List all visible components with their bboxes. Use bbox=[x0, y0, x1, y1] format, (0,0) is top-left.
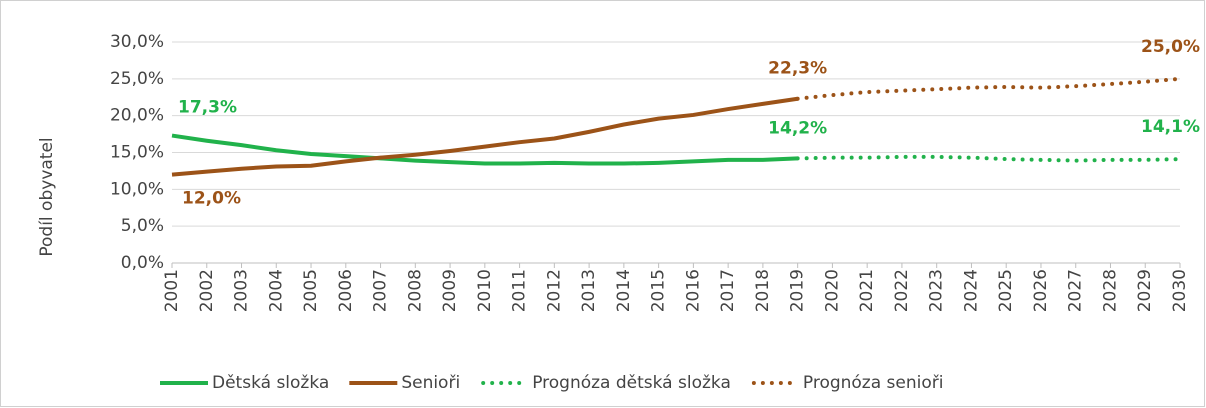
x-tick-label: 2008 bbox=[405, 269, 425, 312]
x-tick-label: 2022 bbox=[892, 269, 912, 312]
x-tick-label: 2017 bbox=[718, 269, 738, 312]
y-tick-label: 30,0% bbox=[110, 32, 164, 52]
y-tick-label: 25,0% bbox=[110, 69, 164, 89]
data-label: 25,0% bbox=[1141, 37, 1200, 57]
legend-label: Dětská složka bbox=[212, 373, 329, 393]
x-tick-label: 2004 bbox=[266, 269, 286, 312]
x-tick-label: 2005 bbox=[301, 269, 321, 312]
data-label: 14,1% bbox=[1141, 117, 1200, 137]
y-tick-label: 10,0% bbox=[110, 179, 164, 199]
legend-label: Senioři bbox=[401, 373, 460, 393]
data-label: 12,0% bbox=[182, 189, 241, 209]
x-tick-label: 2024 bbox=[961, 269, 981, 312]
x-tick-label: 2014 bbox=[614, 269, 634, 312]
x-tick-label: 2027 bbox=[1066, 269, 1086, 312]
data-label: 17,3% bbox=[178, 98, 237, 118]
x-tick-label: 2026 bbox=[1031, 269, 1051, 312]
x-tick-label: 2001 bbox=[162, 269, 182, 312]
series-line bbox=[795, 154, 1182, 163]
x-tick-label: 2003 bbox=[232, 269, 252, 312]
x-tick-label: 2018 bbox=[753, 269, 773, 312]
x-tick-label: 2002 bbox=[197, 269, 217, 312]
x-tick-label: 2009 bbox=[440, 269, 460, 312]
y-axis-label: Podíl obyvatel bbox=[37, 137, 57, 256]
y-tick-label: 20,0% bbox=[110, 106, 164, 126]
x-tick-label: 2015 bbox=[649, 269, 669, 312]
x-tick-label: 2006 bbox=[336, 269, 356, 312]
x-tick-label: 2011 bbox=[510, 269, 530, 312]
x-tick-label: 2028 bbox=[1100, 269, 1120, 312]
y-tick-label: 0,0% bbox=[121, 253, 164, 273]
x-tick-label: 2013 bbox=[579, 269, 599, 312]
x-tick-label: 2023 bbox=[927, 269, 947, 312]
x-tick-label: 2010 bbox=[475, 269, 495, 312]
x-tick-label: 2020 bbox=[822, 269, 842, 312]
x-tick-label: 2029 bbox=[1135, 269, 1155, 312]
y-tick-label: 5,0% bbox=[121, 216, 164, 236]
series-line bbox=[171, 133, 798, 166]
x-tick-label: 2007 bbox=[371, 269, 391, 312]
data-label: 22,3% bbox=[768, 59, 827, 79]
series-line bbox=[795, 76, 1182, 101]
x-tick-label: 2021 bbox=[857, 269, 877, 312]
x-tick-label: 2025 bbox=[996, 269, 1016, 312]
x-tick-label: 2012 bbox=[544, 269, 564, 312]
x-tick-label: 2016 bbox=[683, 269, 703, 312]
legend-label: Prognóza senioři bbox=[803, 373, 944, 393]
data-label: 14,2% bbox=[768, 118, 827, 138]
y-tick-label: 15,0% bbox=[110, 143, 164, 163]
x-tick-label: 2019 bbox=[788, 269, 808, 312]
x-tick-label: 2030 bbox=[1170, 269, 1190, 312]
legend-label: Prognóza dětská složka bbox=[532, 373, 731, 393]
series-line bbox=[171, 96, 798, 177]
